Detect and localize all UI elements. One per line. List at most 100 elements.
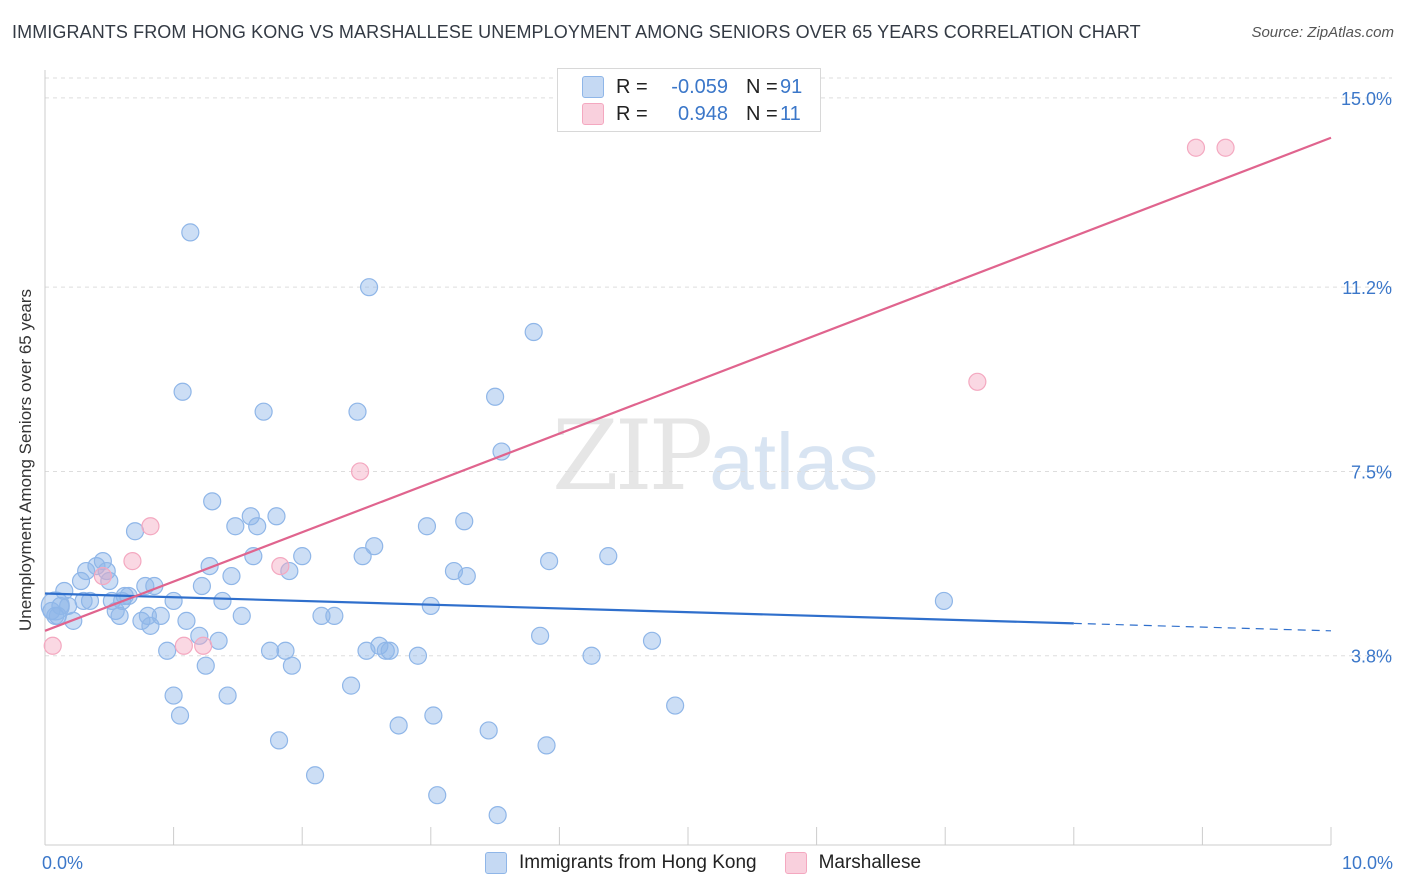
hong-kong-point (254, 402, 273, 421)
hong-kong-point (380, 641, 399, 660)
legend-n-value: 11 (780, 102, 801, 125)
legend-item-marshallese: Marshallese (784, 852, 922, 874)
hong-kong-point (181, 223, 200, 242)
hong-kong-point (196, 656, 215, 675)
source-label: Source: ZipAtlas.com (1251, 24, 1394, 41)
marshallese-point (1216, 138, 1235, 157)
y-tick-label: 7.5% (1351, 462, 1392, 482)
marshallese-point (174, 636, 193, 655)
hong-kong-point (455, 512, 474, 531)
hong-kong-point (209, 631, 228, 650)
hong-kong-point (151, 606, 170, 625)
hong-kong-point (164, 686, 183, 705)
hong-kong-point (389, 716, 408, 735)
marshallese-point (1186, 138, 1206, 157)
x-tick-label: 0.0% (42, 853, 83, 873)
hong-kong-point (74, 591, 93, 611)
legend-n-value: 91 (780, 75, 803, 98)
hong-kong-point (417, 517, 437, 536)
legend-r-label: R = (616, 75, 648, 98)
hong-kong-point (479, 721, 498, 740)
hong-kong-point (348, 402, 367, 421)
hong-kong-point (46, 606, 65, 625)
hong-kong-point (599, 547, 618, 566)
hong-kong-point (365, 537, 384, 556)
hong-kong-point (232, 606, 251, 625)
hong-kong-point (218, 686, 237, 705)
hong-kong-point (488, 806, 507, 825)
hong-kong-point (642, 631, 662, 650)
watermark-atlas: atlas (709, 417, 879, 506)
hong-kong-point (341, 676, 361, 695)
hong-kong-point (203, 492, 222, 511)
series-legend: Immigrants from Hong Kong Marshallese (0, 852, 1406, 874)
hong-kong-point (164, 591, 183, 611)
hong-kong-point (158, 641, 177, 660)
hong-kong-point (260, 641, 280, 660)
hong-kong-point (80, 591, 100, 611)
hong-kong-point (177, 611, 196, 630)
marshallese-point (968, 372, 987, 391)
hong-kong-point (408, 646, 428, 665)
hong-kong-point (424, 706, 443, 725)
hong-kong-point (170, 706, 190, 725)
hong-kong-point (540, 552, 559, 571)
legend-r-value: 0.948 (677, 102, 728, 125)
watermark-zip: ZIP (552, 400, 713, 512)
legend-n-label: N = (746, 75, 778, 98)
marshallese-point (123, 552, 142, 571)
hong-kong-point (40, 591, 70, 621)
hong-kong-point (276, 641, 295, 660)
marshallese-point (141, 517, 160, 536)
hong-kong-point (312, 606, 331, 625)
hong-kong-point (280, 561, 299, 581)
hong-kong-point (376, 641, 395, 660)
hong-kong-point (325, 606, 344, 625)
hong-kong-point (125, 522, 145, 541)
y-axis-label: Unemployment Among Seniors over 65 years (16, 288, 35, 632)
hong-kong-point (582, 646, 601, 665)
hong-kong-trendline-extension (1073, 622, 1332, 632)
marshallese-point (271, 556, 290, 576)
hong-kong-point (537, 736, 556, 755)
hong-kong-point (428, 786, 447, 805)
hong-kong-point (666, 696, 685, 715)
hong-kong-point (282, 656, 302, 675)
hong-kong-point (293, 547, 312, 566)
hong-kong-point (110, 606, 129, 625)
y-tick-label: 15.0% (1341, 89, 1392, 109)
marshallese-trendline (44, 136, 1332, 632)
legend-item-hong-kong: Immigrants from Hong Kong (484, 852, 757, 874)
hong-kong-point (173, 382, 192, 401)
hong-kong-point (486, 387, 505, 406)
marshallese-point (93, 566, 112, 586)
hong-kong-point (213, 591, 232, 611)
legend-swatch-marshallese (784, 852, 807, 874)
legend-n-label: N = (746, 102, 778, 125)
x-tick-label: 10.0% (1342, 853, 1393, 873)
hong-kong-point (226, 517, 245, 536)
hong-kong-point (305, 766, 325, 785)
legend-label-hong-kong: Immigrants from Hong Kong (518, 852, 757, 873)
hong-kong-point (353, 547, 372, 566)
hong-kong-point (267, 507, 286, 526)
y-tick-label: 11.2% (1342, 278, 1392, 298)
legend-row-marshallese: R = 0.948 N = 11 (582, 101, 801, 127)
hong-kong-point (77, 561, 96, 581)
marshallese-point (194, 636, 213, 655)
legend-swatch-hong-kong (484, 852, 507, 874)
legend-r-value: -0.059 (671, 75, 728, 98)
chart-title: IMMIGRANTS FROM HONG KONG VS MARSHALLESE… (12, 22, 1141, 42)
hong-kong-trendline (44, 592, 1074, 625)
marshallese-point (350, 462, 370, 481)
legend-r-label: R = (616, 102, 648, 125)
hong-kong-point (71, 571, 91, 591)
watermark: ZIPatlas (552, 400, 878, 512)
hong-kong-point (93, 552, 112, 571)
legend-swatch-hong-kong (582, 76, 604, 98)
hong-kong-point (241, 507, 260, 526)
legend-label-marshallese: Marshallese (818, 852, 922, 873)
hong-kong-point (190, 626, 209, 645)
marshallese-point (43, 636, 62, 655)
